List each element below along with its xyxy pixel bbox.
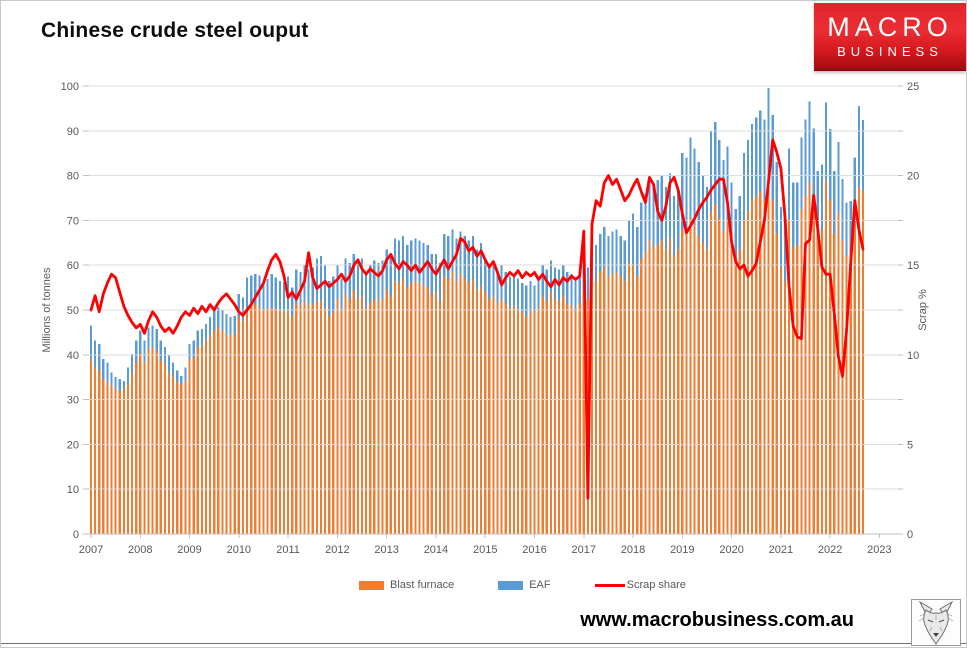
svg-text:10: 10 bbox=[67, 484, 79, 496]
svg-text:2016: 2016 bbox=[522, 544, 546, 556]
website-url: www.macrobusiness.com.au bbox=[580, 609, 854, 631]
svg-text:100: 100 bbox=[61, 81, 79, 93]
svg-text:2008: 2008 bbox=[128, 544, 152, 556]
svg-text:50: 50 bbox=[67, 305, 79, 317]
svg-text:2009: 2009 bbox=[177, 544, 201, 556]
left-axis: 0 10 20 30 40 50 60 70 80 90 100 bbox=[61, 81, 89, 541]
svg-text:10: 10 bbox=[907, 350, 919, 362]
svg-text:2017: 2017 bbox=[572, 544, 596, 556]
svg-text:0: 0 bbox=[907, 529, 913, 541]
logo-word-business: BUSINESS bbox=[837, 44, 943, 59]
svg-text:2014: 2014 bbox=[424, 544, 448, 556]
svg-text:30: 30 bbox=[67, 395, 79, 407]
legend-item-scrap-share: Scrap share bbox=[594, 579, 686, 591]
svg-text:5: 5 bbox=[907, 439, 913, 451]
eaf-swatch-icon bbox=[498, 580, 524, 590]
svg-text:2021: 2021 bbox=[769, 544, 793, 556]
legend-item-eaf: EAF bbox=[498, 579, 551, 591]
svg-text:2012: 2012 bbox=[325, 544, 349, 556]
macrobusiness-logo: MACRO BUSINESS bbox=[814, 3, 966, 71]
svg-text:2020: 2020 bbox=[719, 544, 743, 556]
legend-item-blast-furnace: Blast furnace bbox=[359, 579, 454, 591]
svg-text:2022: 2022 bbox=[818, 544, 842, 556]
legend-label-eaf: EAF bbox=[529, 579, 551, 591]
svg-text:20: 20 bbox=[907, 171, 919, 183]
stacked-bars bbox=[89, 88, 865, 535]
svg-text:20: 20 bbox=[67, 439, 79, 451]
svg-text:25: 25 bbox=[907, 81, 919, 93]
page-title: Chinese crude steel ouput bbox=[41, 19, 309, 42]
right-axis-title: Scrap % bbox=[917, 289, 929, 331]
svg-text:2015: 2015 bbox=[473, 544, 497, 556]
scrap-share-line bbox=[89, 138, 865, 500]
svg-text:15: 15 bbox=[907, 260, 919, 272]
blast-furnace-swatch-icon bbox=[359, 580, 384, 590]
svg-text:90: 90 bbox=[67, 126, 79, 138]
svg-text:60: 60 bbox=[67, 260, 79, 272]
svg-text:40: 40 bbox=[67, 350, 79, 362]
legend-label-blast-furnace: Blast furnace bbox=[390, 579, 455, 591]
svg-text:2011: 2011 bbox=[276, 544, 300, 556]
left-axis-title: Millions of tonnes bbox=[41, 267, 53, 352]
svg-text:70: 70 bbox=[67, 215, 79, 227]
footer-divider bbox=[1, 643, 966, 644]
svg-text:0: 0 bbox=[73, 529, 79, 541]
legend-label-scrap-share: Scrap share bbox=[626, 579, 686, 591]
svg-text:80: 80 bbox=[67, 171, 79, 183]
x-axis: 2007 2008 2009 2010 2011 2012 2013 2014 2015 2016… bbox=[79, 534, 892, 556]
chart-legend: Blast furnace EAF Scrap share bbox=[359, 579, 686, 591]
svg-text:2007: 2007 bbox=[79, 544, 103, 556]
svg-text:2013: 2013 bbox=[374, 544, 398, 556]
svg-text:2010: 2010 bbox=[227, 544, 251, 556]
svg-text:2018: 2018 bbox=[621, 544, 645, 556]
logo-word-macro: MACRO bbox=[827, 12, 953, 42]
scrap-share-line-swatch-icon bbox=[594, 583, 625, 587]
svg-text:2023: 2023 bbox=[867, 544, 891, 556]
wolf-icon bbox=[918, 600, 954, 645]
wolf-sketch-logo bbox=[911, 599, 961, 646]
svg-text:2019: 2019 bbox=[670, 544, 694, 556]
right-axis: 0 5 10 15 20 25 bbox=[898, 81, 919, 541]
